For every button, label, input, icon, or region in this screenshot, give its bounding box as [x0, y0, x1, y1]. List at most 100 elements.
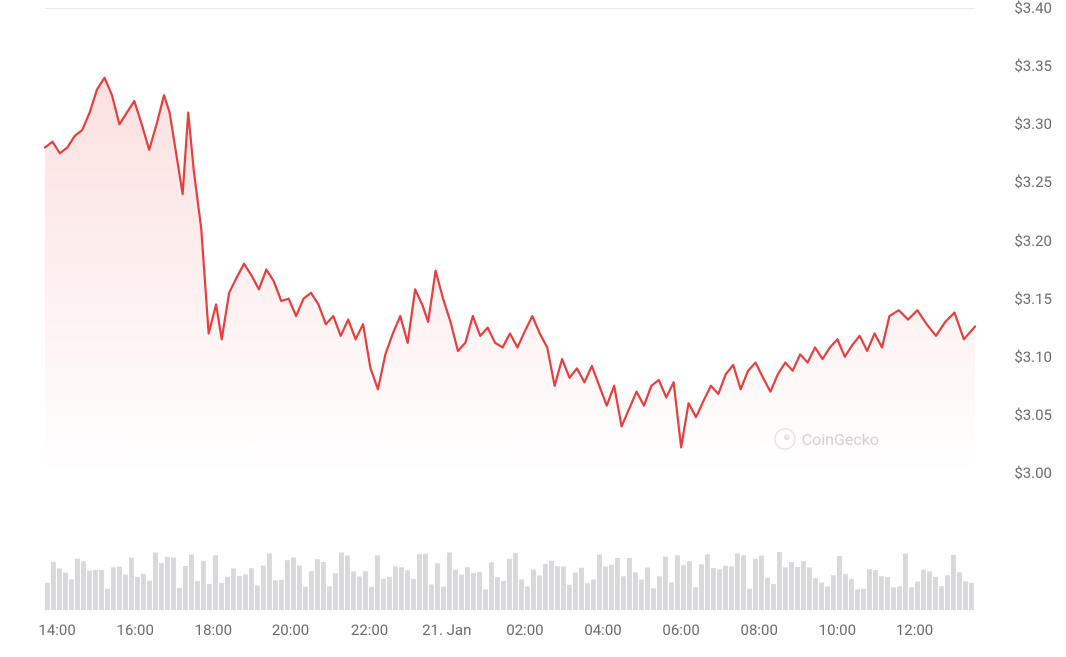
- volume-bar: [525, 586, 530, 610]
- volume-bar: [135, 577, 140, 610]
- volume-bar: [165, 557, 170, 610]
- volume-bar: [345, 555, 350, 610]
- volume-bar: [327, 586, 332, 610]
- volume-bar: [129, 558, 134, 610]
- x-tick-label: 14:00: [38, 621, 75, 639]
- volume-bar: [945, 575, 950, 610]
- volume-bar: [117, 567, 122, 610]
- volume-bar: [387, 577, 392, 610]
- volume-bar: [51, 562, 56, 610]
- volume-bar: [519, 580, 524, 610]
- volume-bar: [45, 583, 50, 610]
- volume-bar: [939, 586, 944, 610]
- volume-bar: [57, 568, 62, 610]
- volume-bar: [153, 552, 158, 610]
- volume-bar: [855, 589, 860, 610]
- volume-bar: [933, 577, 938, 610]
- volume-bar: [219, 583, 224, 610]
- y-tick-label: $3.20: [1014, 232, 1052, 250]
- volume-bar: [561, 567, 566, 610]
- volume-bar: [777, 552, 782, 610]
- volume-bar: [459, 575, 464, 610]
- volume-bar: [453, 570, 458, 610]
- volume-bar: [471, 573, 476, 610]
- volume-svg: [45, 490, 975, 610]
- volume-bar: [693, 587, 698, 610]
- x-tick-label: 10:00: [819, 621, 856, 639]
- volume-bar: [75, 559, 80, 610]
- volume-bar: [501, 581, 506, 610]
- plot-area[interactable]: CoinGecko: [45, 8, 975, 473]
- volume-bar: [675, 555, 680, 610]
- volume-bar: [495, 577, 500, 610]
- volume-bar: [309, 571, 314, 610]
- volume-bar: [657, 576, 662, 610]
- volume-bar: [735, 553, 740, 610]
- volume-bar: [249, 568, 254, 610]
- volume-bar: [825, 586, 830, 610]
- volume-bar: [225, 577, 230, 610]
- volume-bar: [477, 572, 482, 610]
- volume-bar: [231, 568, 236, 610]
- volume-bar: [159, 563, 164, 610]
- x-tick-label: 22:00: [351, 621, 388, 639]
- volume-bar: [717, 569, 722, 610]
- volume-bar: [483, 590, 488, 610]
- y-tick-label: $3.00: [1014, 464, 1052, 482]
- volume-bar: [813, 578, 818, 610]
- volume-bar: [867, 569, 872, 610]
- volume-bar: [555, 566, 560, 610]
- volume-bar: [783, 567, 788, 610]
- y-tick-label: $3.15: [1014, 290, 1052, 308]
- volume-bar: [621, 576, 626, 610]
- y-tick-label: $3.30: [1014, 115, 1052, 133]
- volume-bar: [771, 584, 776, 610]
- volume-bar: [513, 553, 518, 610]
- volume-bar: [909, 587, 914, 610]
- volume-bar: [723, 566, 728, 610]
- x-tick-label: 21. Jan: [422, 621, 471, 639]
- volume-bar: [381, 579, 386, 610]
- volume-bar: [699, 564, 704, 610]
- volume-bar: [237, 576, 242, 610]
- volume-bar: [537, 575, 542, 610]
- x-tick-label: 12:00: [896, 621, 933, 639]
- y-tick-label: $3.40: [1014, 0, 1052, 17]
- volume-bar: [687, 561, 692, 610]
- volume-bar: [831, 575, 836, 610]
- volume-bar: [705, 554, 710, 610]
- x-tick-label: 18:00: [195, 621, 232, 639]
- volume-bar: [765, 578, 770, 610]
- volume-bar: [363, 571, 368, 610]
- volume-bar: [843, 574, 848, 610]
- volume-bar: [171, 558, 176, 610]
- volume-bar: [141, 574, 146, 610]
- volume-bar: [927, 571, 932, 610]
- volume-bar: [969, 583, 974, 610]
- y-axis: $3.00$3.05$3.10$3.15$3.20$3.25$3.30$3.35…: [996, 8, 1066, 473]
- volume-bar: [339, 553, 344, 610]
- price-chart: CoinGecko $3.00$3.05$3.10$3.15$3.20$3.25…: [0, 0, 1066, 657]
- volume-bar: [87, 571, 92, 610]
- volume-bar: [579, 568, 584, 610]
- volume-bar: [921, 570, 926, 610]
- x-axis: 14:0016:0018:0020:0022:0021. Jan02:0004:…: [45, 621, 975, 645]
- volume-bar: [447, 552, 452, 610]
- volume-bar: [435, 563, 440, 610]
- y-tick-label: $3.10: [1014, 348, 1052, 366]
- volume-bar: [315, 559, 320, 610]
- volume-bar: [663, 556, 668, 610]
- y-tick-label: $3.35: [1014, 57, 1052, 75]
- volume-bar: [543, 564, 548, 610]
- volume-area[interactable]: [45, 490, 975, 610]
- volume-bar: [195, 581, 200, 610]
- price-line-svg: [45, 8, 975, 473]
- volume-bar: [789, 562, 794, 610]
- volume-bar: [585, 583, 590, 610]
- volume-bar: [681, 565, 686, 610]
- volume-bar: [243, 574, 248, 610]
- volume-bar: [147, 581, 152, 610]
- volume-bar: [213, 555, 218, 610]
- volume-bar: [261, 566, 266, 610]
- volume-bar: [393, 566, 398, 610]
